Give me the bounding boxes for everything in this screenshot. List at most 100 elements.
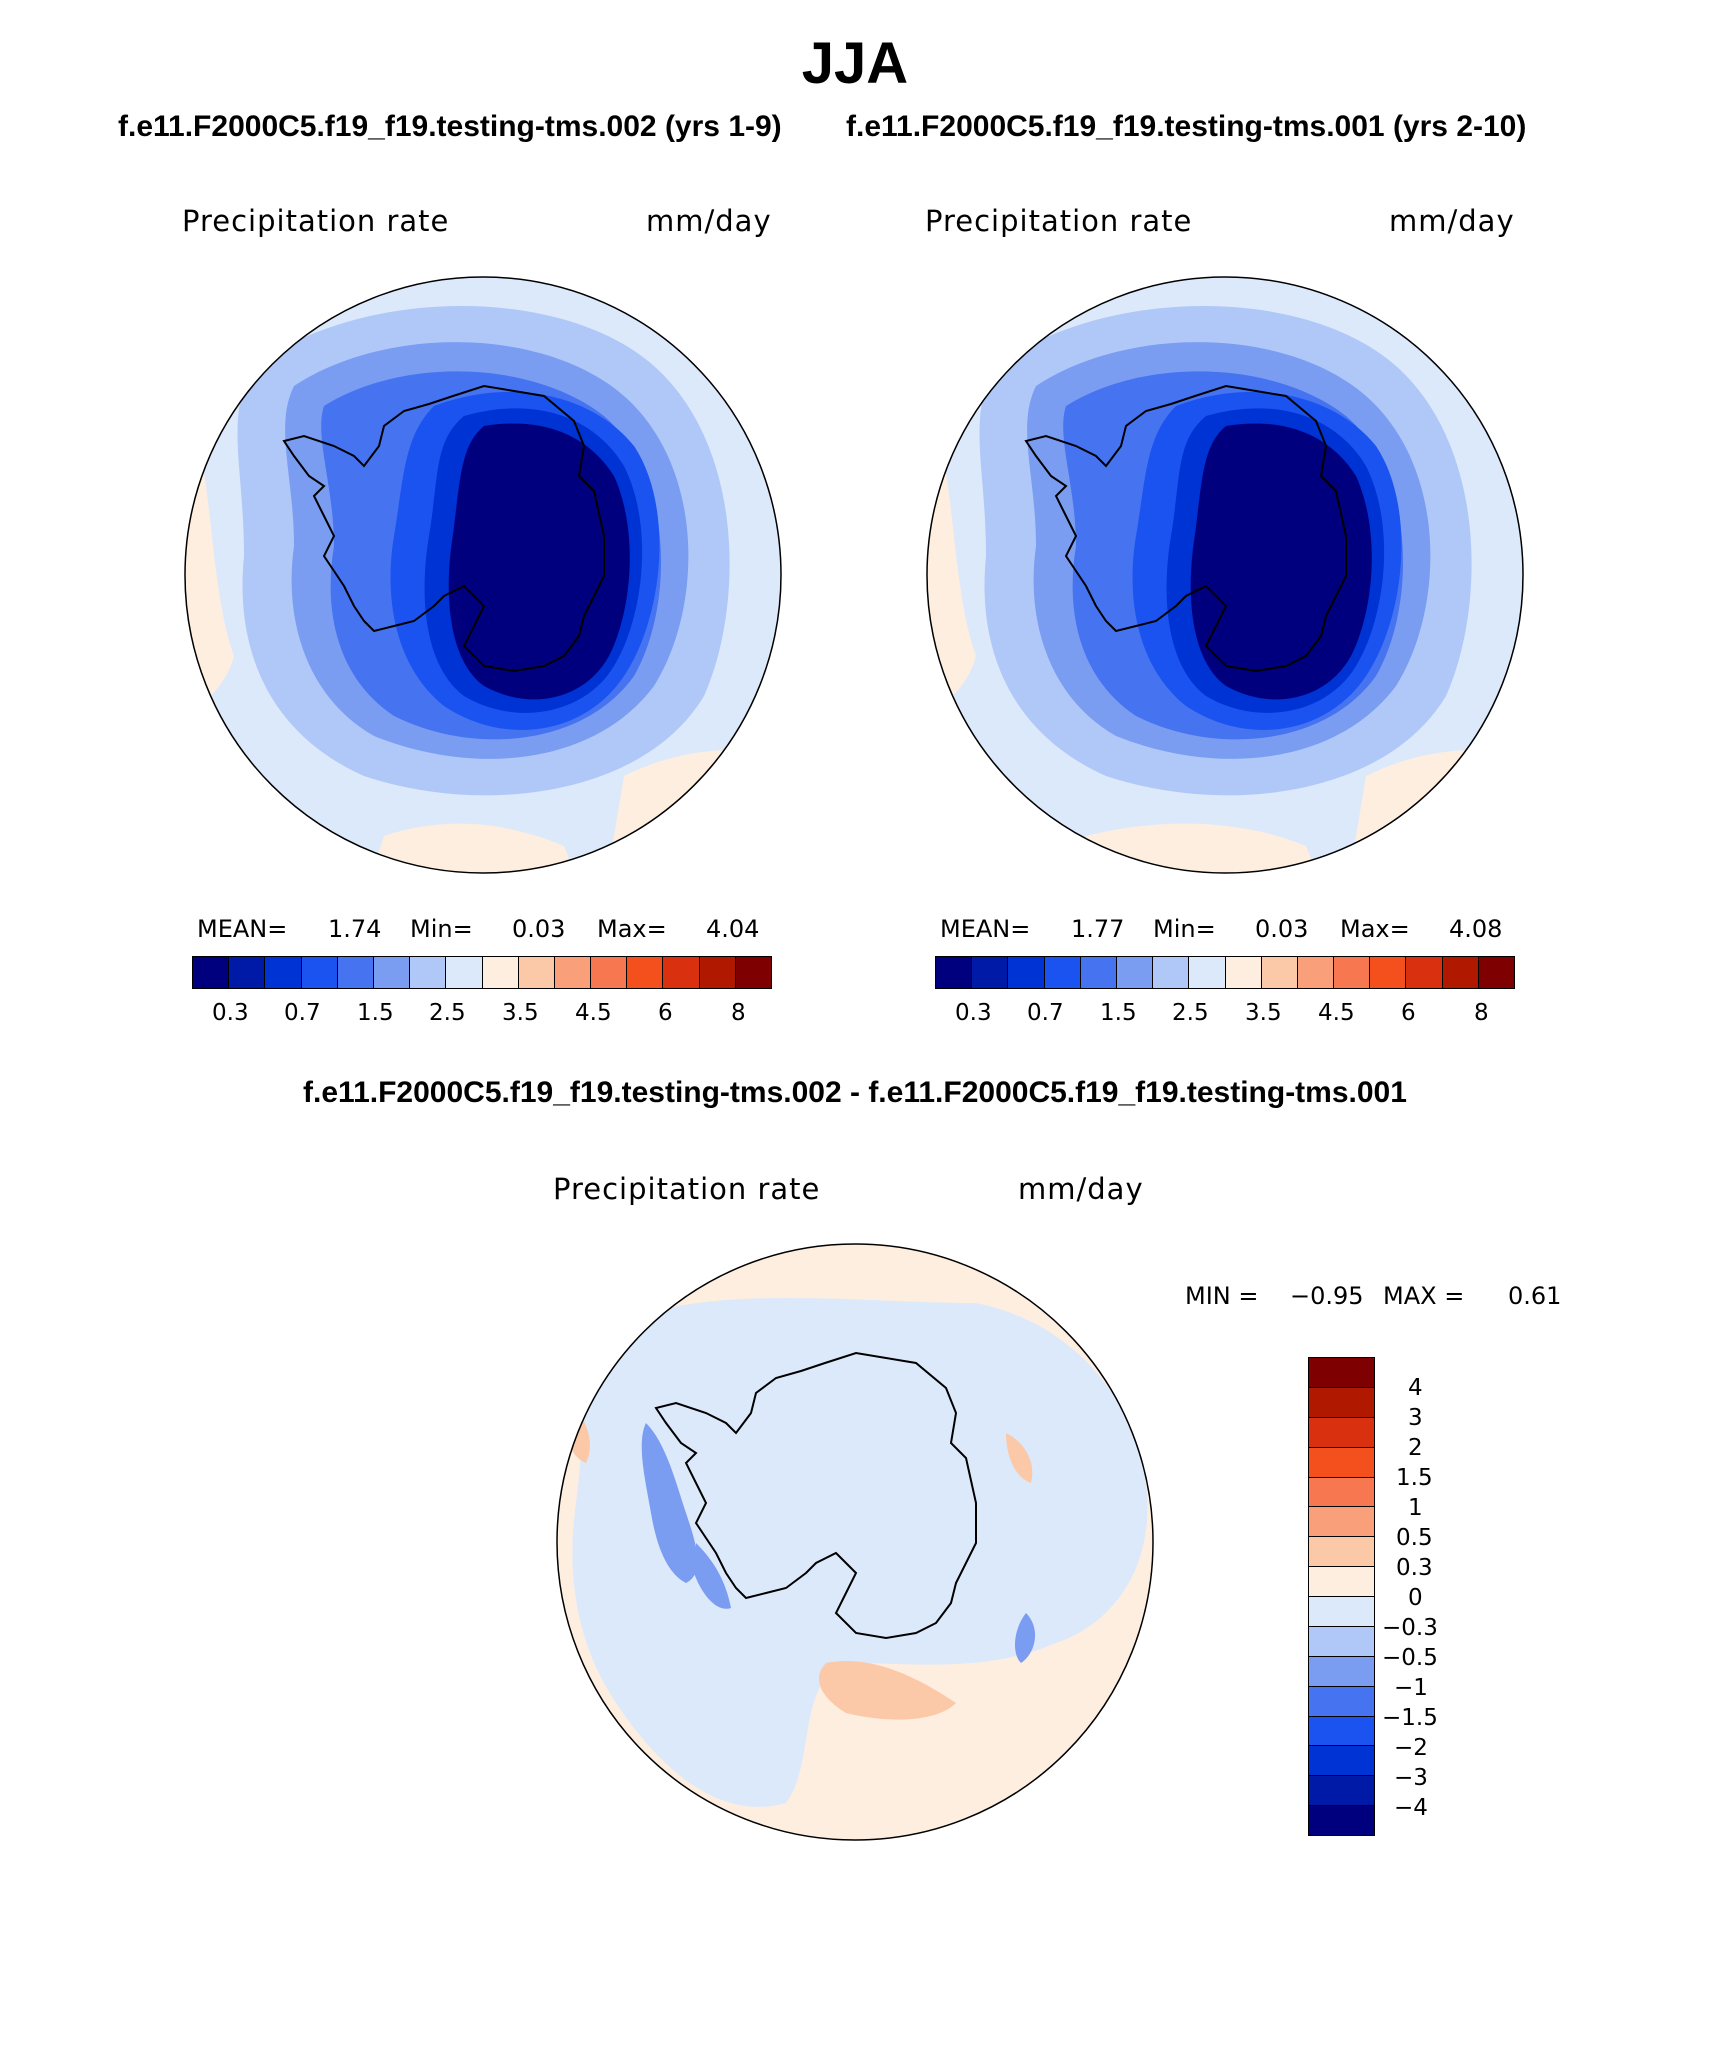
panel1-colorbar-tick: 0.3 bbox=[212, 1000, 249, 1026]
panel2-units-label: mm/day bbox=[1389, 204, 1515, 238]
panel1-variable-label: Precipitation rate bbox=[182, 204, 450, 238]
diff-colorbar-tick: 1 bbox=[1408, 1495, 1423, 1521]
panel2-colorbar-tick: 1.5 bbox=[1100, 1000, 1137, 1026]
diff-max-value: 0.61 bbox=[1508, 1282, 1562, 1310]
colorbar-swatch bbox=[1309, 1626, 1374, 1657]
colorbar-swatch bbox=[1370, 957, 1407, 988]
diff-units-label: mm/day bbox=[1018, 1172, 1144, 1206]
diff-min-label: MIN = bbox=[1185, 1282, 1259, 1310]
colorbar-swatch bbox=[1080, 957, 1117, 988]
colorbar-swatch bbox=[373, 957, 411, 988]
colorbar-swatch bbox=[1225, 957, 1262, 988]
colorbar-swatch bbox=[663, 957, 700, 988]
panel1-colorbar-tick: 2.5 bbox=[429, 1000, 466, 1026]
colorbar-swatch bbox=[1189, 957, 1226, 988]
panel1-min-value: 0.03 bbox=[512, 915, 566, 943]
panel2-max-label: Max= bbox=[1340, 915, 1410, 943]
colorbar-swatch bbox=[482, 957, 519, 988]
colorbar-swatch bbox=[1442, 957, 1479, 988]
panel2-colorbar-tick: 4.5 bbox=[1318, 1000, 1355, 1026]
panel2-mean-label: MEAN= bbox=[940, 915, 1031, 943]
colorbar-swatch bbox=[1309, 1537, 1374, 1568]
panel1-colorbar-tick: 8 bbox=[731, 1000, 746, 1026]
colorbar-swatch bbox=[972, 957, 1009, 988]
diff-variable-label: Precipitation rate bbox=[553, 1172, 821, 1206]
case-title-left: f.e11.F2000C5.f19_f19.testing-tms.002 (y… bbox=[118, 110, 782, 143]
colorbar-swatch bbox=[554, 957, 592, 988]
colorbar-swatch bbox=[1297, 957, 1335, 988]
panel1-colorbar-tick: 4.5 bbox=[575, 1000, 612, 1026]
colorbar-swatch bbox=[1309, 1447, 1374, 1478]
colorbar-swatch bbox=[1309, 1387, 1374, 1418]
colorbar-swatch bbox=[1309, 1358, 1374, 1388]
diff-colorbar-tick: 2 bbox=[1408, 1435, 1423, 1461]
panel2-max-value: 4.08 bbox=[1449, 915, 1503, 943]
colorbar-swatch bbox=[1334, 957, 1371, 988]
figure-title: JJA bbox=[801, 31, 909, 96]
colorbar-swatch bbox=[1309, 1597, 1374, 1627]
colorbar-swatch bbox=[627, 957, 664, 988]
diff-colorbar bbox=[1308, 1357, 1375, 1836]
diff-colorbar-tick: −1.5 bbox=[1382, 1705, 1438, 1731]
colorbar-swatch bbox=[518, 957, 555, 988]
colorbar-swatch bbox=[735, 957, 771, 988]
colorbar-swatch bbox=[337, 957, 374, 988]
diff-colorbar-tick: 1.5 bbox=[1396, 1465, 1433, 1491]
colorbar-swatch bbox=[1406, 957, 1443, 988]
panel2-min-label: Min= bbox=[1153, 915, 1216, 943]
colorbar-swatch bbox=[699, 957, 736, 988]
panel1-max-label: Max= bbox=[597, 915, 667, 943]
panel1-max-value: 4.04 bbox=[706, 915, 760, 943]
diff-colorbar-tick: 3 bbox=[1408, 1405, 1423, 1431]
colorbar-swatch bbox=[1309, 1686, 1374, 1717]
panel1-units-label: mm/day bbox=[646, 204, 772, 238]
diff-polar-map bbox=[556, 1243, 1154, 1841]
panel1-colorbar-tick: 1.5 bbox=[357, 1000, 394, 1026]
panel2-variable-label: Precipitation rate bbox=[925, 204, 1193, 238]
colorbar-swatch bbox=[1309, 1477, 1374, 1508]
diff-colorbar-tick: −0.5 bbox=[1382, 1645, 1438, 1671]
panel2-mean-value: 1.77 bbox=[1071, 915, 1125, 943]
diff-colorbar-tick: −3 bbox=[1394, 1765, 1428, 1791]
panel1-mean-label: MEAN= bbox=[197, 915, 288, 943]
diff-colorbar-tick: 4 bbox=[1408, 1375, 1423, 1401]
colorbar-swatch bbox=[591, 957, 628, 988]
colorbar-swatch bbox=[1309, 1806, 1374, 1835]
panel2-colorbar-tick: 3.5 bbox=[1245, 1000, 1282, 1026]
colorbar-swatch bbox=[1309, 1776, 1374, 1807]
colorbar-swatch bbox=[1044, 957, 1081, 988]
colorbar-swatch bbox=[1309, 1656, 1374, 1687]
colorbar-swatch bbox=[265, 957, 302, 988]
colorbar-swatch bbox=[1116, 957, 1154, 988]
colorbar-swatch bbox=[1309, 1507, 1374, 1538]
colorbar-swatch bbox=[1309, 1746, 1374, 1777]
panel2-colorbar-tick: 0.3 bbox=[955, 1000, 992, 1026]
colorbar-swatch bbox=[1261, 957, 1298, 988]
colorbar-swatch bbox=[193, 957, 230, 988]
panel1-colorbar bbox=[192, 956, 772, 989]
colorbar-swatch bbox=[936, 957, 973, 988]
colorbar-swatch bbox=[1309, 1567, 1374, 1597]
diff-colorbar-tick: −2 bbox=[1394, 1735, 1428, 1761]
diff-colorbar-tick: −1 bbox=[1394, 1675, 1428, 1701]
diff-colorbar-tick: −0.3 bbox=[1382, 1615, 1438, 1641]
diff-colorbar-tick: 0.3 bbox=[1396, 1555, 1433, 1581]
colorbar-swatch bbox=[446, 957, 483, 988]
panel2-colorbar-tick: 2.5 bbox=[1172, 1000, 1209, 1026]
panel2-min-value: 0.03 bbox=[1255, 915, 1309, 943]
colorbar-swatch bbox=[1008, 957, 1045, 988]
diff-colorbar-tick: 0.5 bbox=[1396, 1525, 1433, 1551]
panel1-min-label: Min= bbox=[410, 915, 473, 943]
colorbar-swatch bbox=[1153, 957, 1190, 988]
colorbar-swatch bbox=[1309, 1417, 1374, 1448]
panel1-colorbar-tick: 0.7 bbox=[284, 1000, 321, 1026]
panel2-polar-map bbox=[926, 276, 1524, 874]
diff-title: f.e11.F2000C5.f19_f19.testing-tms.002 - … bbox=[303, 1076, 1407, 1109]
panel2-colorbar-tick: 8 bbox=[1474, 1000, 1489, 1026]
diff-max-label: MAX = bbox=[1383, 1282, 1465, 1310]
colorbar-swatch bbox=[301, 957, 338, 988]
diff-colorbar-tick: −4 bbox=[1394, 1795, 1428, 1821]
panel2-colorbar-tick: 0.7 bbox=[1027, 1000, 1064, 1026]
colorbar-swatch bbox=[1478, 957, 1514, 988]
panel1-mean-value: 1.74 bbox=[328, 915, 382, 943]
